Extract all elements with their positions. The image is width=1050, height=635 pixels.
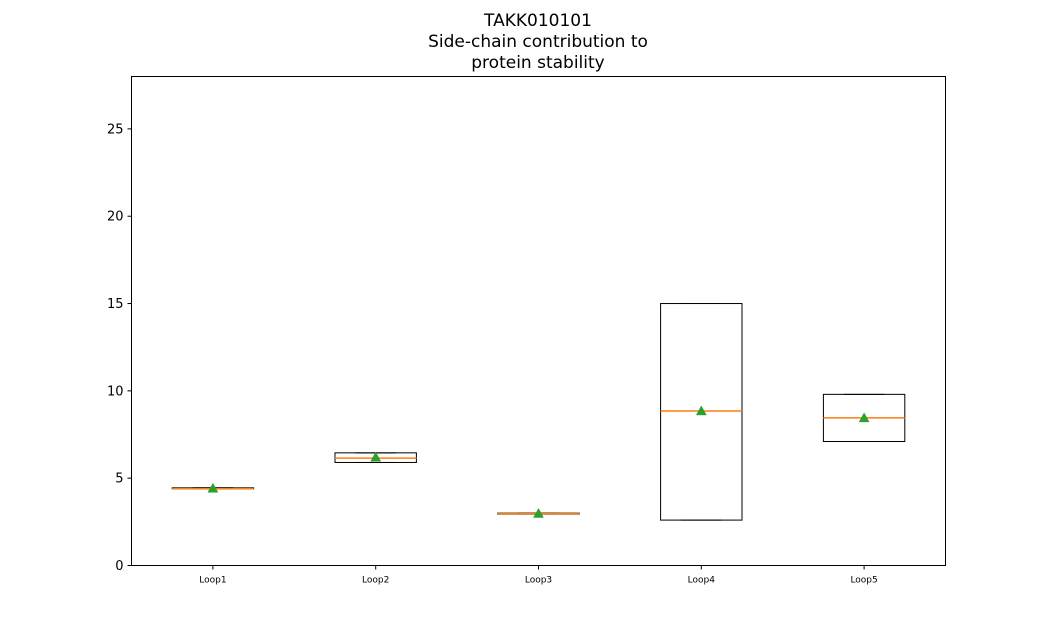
box-series xyxy=(171,303,906,521)
chart-title-line: protein stability xyxy=(471,53,604,73)
box-loop4 xyxy=(660,303,743,521)
mean-marker xyxy=(858,412,870,423)
box-loop1 xyxy=(171,482,255,493)
box-loop2 xyxy=(334,451,417,463)
x-tick-label: Loop4 xyxy=(688,576,716,586)
y-tick-label: 5 xyxy=(115,472,123,487)
y-axis: 0 5 10 15 20 25 xyxy=(107,122,132,574)
box-loop5 xyxy=(822,393,906,443)
mean-marker xyxy=(533,507,544,518)
y-tick-label: 25 xyxy=(107,122,124,137)
chart-title-line: TAKK010101 xyxy=(483,11,592,31)
x-tick-label: Loop3 xyxy=(525,576,552,586)
mean-marker xyxy=(695,405,707,416)
y-tick-label: 20 xyxy=(107,210,124,225)
plot-frame xyxy=(131,76,946,566)
y-tick-label: 0 xyxy=(115,559,123,574)
x-axis: Loop1 Loop2 Loop3 Loop4 Loop5 xyxy=(199,565,878,586)
x-tick-label: Loop1 xyxy=(199,576,226,586)
y-tick-label: 10 xyxy=(107,384,124,399)
x-tick-label: Loop5 xyxy=(850,576,877,586)
box-loop3 xyxy=(497,507,580,518)
mean-marker xyxy=(370,451,382,462)
mean-marker xyxy=(207,482,219,493)
y-tick-label: 15 xyxy=(107,297,124,312)
box-body xyxy=(660,303,743,521)
chart-title-line: Side-chain contribution to xyxy=(428,32,648,52)
x-tick-label: Loop2 xyxy=(362,576,389,586)
